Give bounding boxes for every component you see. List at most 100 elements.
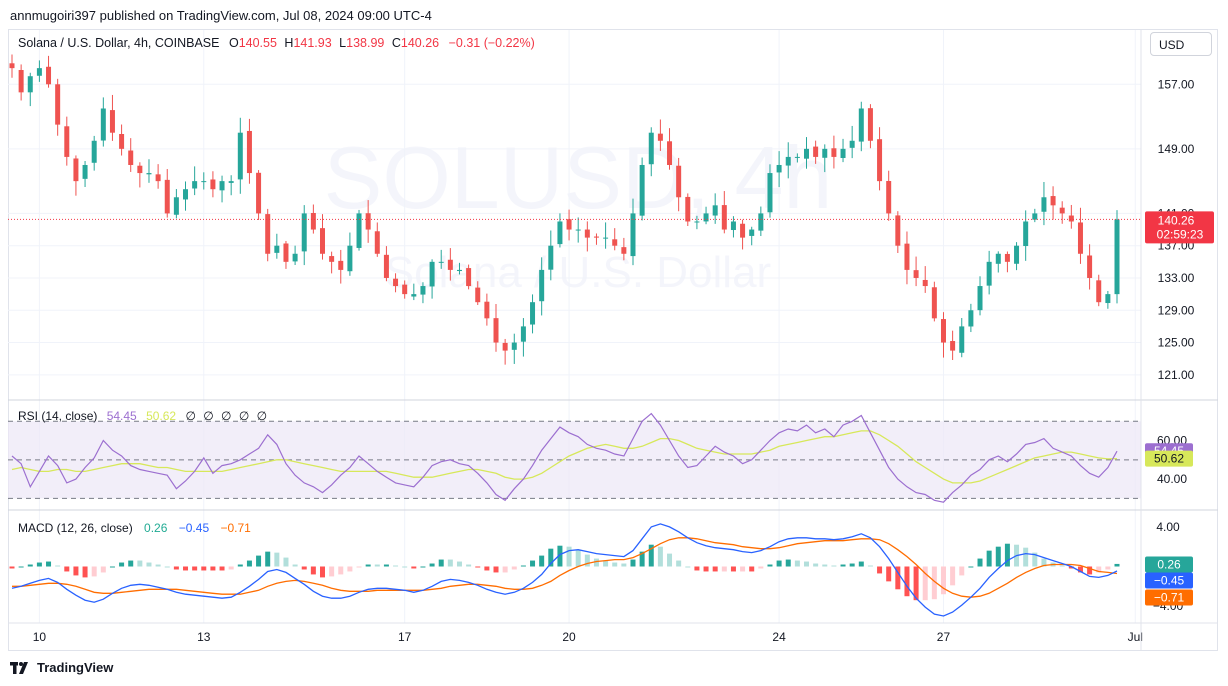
rsi-placeholder-2: ∅ — [203, 409, 213, 423]
candle-body — [256, 172, 262, 214]
macd-hist-bar — [694, 566, 700, 571]
macd-hist-bar — [274, 552, 280, 567]
macd-hist-bar — [584, 554, 590, 567]
candle-body — [228, 181, 234, 183]
candle-body — [986, 261, 992, 286]
candle-body — [246, 130, 252, 174]
candle-body — [1032, 213, 1038, 220]
macd-hist-bar — [374, 564, 380, 567]
candle-body — [804, 148, 810, 159]
candle-body — [712, 205, 718, 216]
candle-body — [91, 140, 97, 163]
symbol-name: Solana / U.S. Dollar, 4h, COINBASE — [18, 36, 219, 50]
macd-hist-bar — [904, 566, 910, 597]
macd-hist-bar — [712, 566, 718, 572]
rsi-legend[interactable]: RSI (14, close) 54.45 50.62 ∅ ∅ ∅ ∅ ∅ — [18, 409, 267, 423]
candle-body — [831, 148, 837, 157]
candle-body — [703, 213, 709, 222]
candle-body — [1004, 253, 1010, 262]
macd-hist-bar — [292, 564, 298, 567]
publisher-line: annmugoiri397 published on TradingView.c… — [10, 8, 432, 23]
macd-hist-bar — [657, 546, 663, 567]
macd-hist-bar — [219, 566, 225, 571]
watermark-name: Solana / U.S. Dollar — [385, 248, 771, 297]
macd-hist-bar — [55, 565, 61, 567]
open-value: 140.55 — [239, 36, 277, 50]
candle-body — [886, 180, 892, 214]
macd-hist-bar — [192, 566, 198, 571]
candle-body — [9, 63, 15, 69]
candle-body — [146, 173, 152, 175]
candle-body — [82, 164, 88, 179]
last-price-label: 140.26 — [1158, 213, 1195, 227]
macd-hist-bar — [566, 546, 572, 567]
tradingview-brand[interactable]: TradingView — [10, 660, 113, 675]
candle-body — [1087, 255, 1093, 278]
currency-button[interactable]: USD — [1150, 32, 1212, 56]
macd-hist-bar — [447, 559, 453, 567]
macd-hist-bar — [676, 560, 682, 567]
candle-body — [548, 245, 554, 270]
candle-body — [119, 134, 125, 149]
candle-body — [283, 243, 289, 262]
close-value: 140.26 — [401, 36, 439, 50]
candle-body — [438, 261, 444, 263]
candle-body — [411, 294, 417, 297]
candle-body — [46, 66, 52, 85]
macd-hist-bar — [1114, 563, 1120, 567]
candle-body — [950, 341, 956, 351]
candle-body — [794, 156, 800, 158]
macd-hist-bar — [849, 563, 855, 567]
candle-body — [1059, 207, 1065, 214]
macd-hist-bar — [749, 566, 755, 572]
macd-hist-bar — [758, 566, 764, 569]
grid-lines — [8, 30, 1141, 623]
candle-body — [301, 213, 307, 252]
macd-hist-bar — [603, 560, 609, 567]
macd-hist-bar — [456, 561, 462, 567]
macd-legend[interactable]: MACD (12, 26, close) 0.26 −0.45 −0.71 — [18, 521, 251, 535]
candle-body — [648, 132, 654, 165]
macd-hist-bar — [356, 566, 362, 568]
macd-hist-bar — [612, 562, 618, 567]
candle-body — [977, 286, 983, 311]
candle-body — [64, 126, 70, 157]
candle-body — [539, 269, 545, 302]
candle-body — [109, 110, 115, 133]
macd-hist-bar — [246, 560, 252, 567]
macd-hist-bar — [411, 566, 417, 569]
time-tick-label: Jul — [1128, 630, 1143, 644]
candle-body — [694, 221, 700, 223]
price-tick-label: 133.00 — [1158, 271, 1195, 285]
rsi-lines — [11, 412, 1118, 503]
rsi-ma-tag-label: 50.62 — [1154, 452, 1184, 466]
candle-body — [530, 302, 536, 325]
macd-hist-bar — [137, 560, 143, 567]
candle-body — [730, 221, 736, 231]
macd-hist-bar — [520, 565, 526, 567]
macd-hist-bar — [804, 561, 810, 567]
macd-hist-bar — [840, 564, 846, 567]
candle-body — [904, 243, 910, 270]
candle-body — [520, 326, 526, 342]
macd-tick-label: 4.00 — [1156, 520, 1180, 534]
candle-body — [913, 270, 919, 278]
macd-hist-bar — [785, 559, 791, 567]
candle-body — [219, 181, 225, 191]
candle-body — [210, 179, 216, 190]
candles — [8, 54, 1141, 365]
macd-hist-bar — [237, 564, 243, 567]
candle-body — [329, 256, 335, 262]
candle-body — [776, 164, 782, 173]
macd-hist-bar — [1087, 566, 1093, 575]
candle-body — [100, 108, 106, 141]
rsi-placeholder-4: ∅ — [239, 409, 249, 423]
macd-hist-bar — [173, 566, 179, 570]
macd-hist-bar — [466, 564, 472, 567]
macd-hist-bar — [511, 566, 517, 570]
candle-body — [456, 269, 462, 272]
candle-body — [466, 268, 472, 287]
candle-body — [128, 150, 134, 165]
candle-body — [310, 212, 316, 230]
